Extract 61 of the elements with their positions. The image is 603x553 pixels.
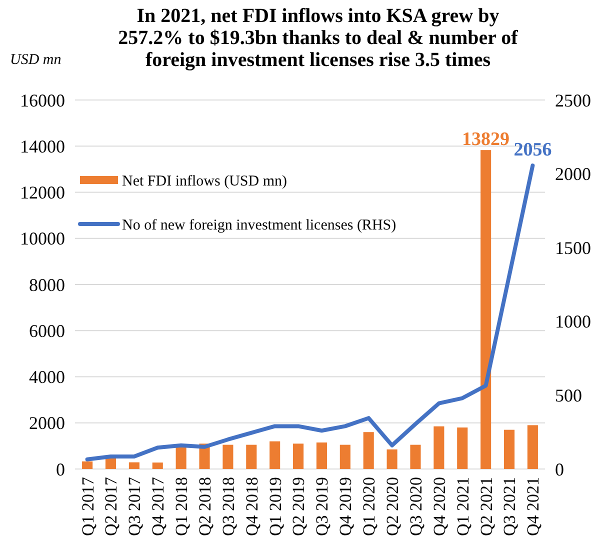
y-tick-label: 4000 (29, 367, 65, 388)
x-tick-label: Q4 2019 (336, 477, 356, 536)
bar (176, 446, 186, 469)
bar (363, 432, 374, 469)
bar (410, 444, 421, 469)
bar (152, 462, 163, 469)
bar (316, 442, 327, 469)
y-tick-label: 2000 (29, 413, 65, 434)
y2-tick-label: 1500 (555, 238, 591, 258)
x-tick-label: Q3 2019 (312, 477, 332, 536)
y2-tick-label: 500 (555, 386, 582, 406)
y2-tick-label: 2500 (555, 90, 591, 110)
bar (105, 458, 116, 469)
y-tick-label: 0 (56, 459, 65, 480)
data-label: 2056 (514, 140, 552, 161)
bar (480, 150, 492, 469)
y-tick-label: 16000 (20, 90, 65, 110)
y2-tick-label: 2000 (555, 164, 591, 184)
x-tick-label: Q3 2021 (500, 477, 520, 536)
y-axis-title: USD mn (10, 52, 62, 68)
bar (293, 444, 304, 469)
y2-tick-label: 0 (555, 459, 564, 480)
line-series (85, 164, 535, 462)
x-tick-label: Q2 2017 (102, 476, 121, 536)
bar (504, 430, 515, 469)
x-tick-label: Q1 2017 (78, 476, 98, 536)
x-tick-label: Q2 2020 (382, 477, 402, 536)
x-tick-label: Q4 2020 (430, 477, 449, 536)
x-tick-label: Q1 2020 (360, 477, 379, 536)
bar (222, 444, 234, 469)
x-tick-label: Q3 2020 (406, 477, 426, 536)
x-tick-label: Q3 2018 (218, 477, 238, 536)
x-tick-label: Q2 2021 (476, 477, 496, 536)
legend-label: No of new foreign investment licenses (RHS) (122, 217, 396, 234)
x-tick-label: Q4 2021 (524, 477, 543, 536)
bar (457, 427, 468, 469)
bar (270, 441, 280, 469)
y-tick-label: 6000 (29, 320, 65, 341)
y2-tick-label: 1000 (555, 312, 591, 332)
x-tick-label: Q1 2018 (172, 477, 192, 536)
bar (340, 444, 350, 469)
x-tick-label: Q1 2019 (266, 477, 285, 536)
bar (246, 444, 257, 469)
data-label: 13829 (462, 129, 510, 150)
y-tick-label: 10000 (20, 228, 65, 249)
bar (128, 462, 140, 469)
bar (386, 449, 398, 469)
legend-label: Net FDI inflows (USD mn) (122, 173, 287, 190)
x-tick-label: Q2 2019 (289, 477, 308, 536)
x-tick-label: Q1 2021 (453, 477, 472, 536)
y-tick-label: 8000 (29, 274, 65, 295)
y-tick-label: 12000 (20, 182, 65, 203)
x-tick-label: Q4 2017 (148, 476, 168, 536)
bar (82, 461, 93, 469)
x-tick-label: Q2 2018 (195, 477, 214, 536)
bar (527, 425, 538, 469)
y-tick-label: 14000 (20, 136, 65, 156)
chart-title: In 2021, net FDI inflows into KSA grew by 257.2% to $19.3bn thanks to deal & number of foreign investment licenses rise 3.5 times (118, 5, 518, 71)
bar (434, 426, 444, 469)
x-tick-label: Q4 2018 (242, 477, 262, 536)
x-tick-label: Q3 2017 (125, 476, 144, 536)
